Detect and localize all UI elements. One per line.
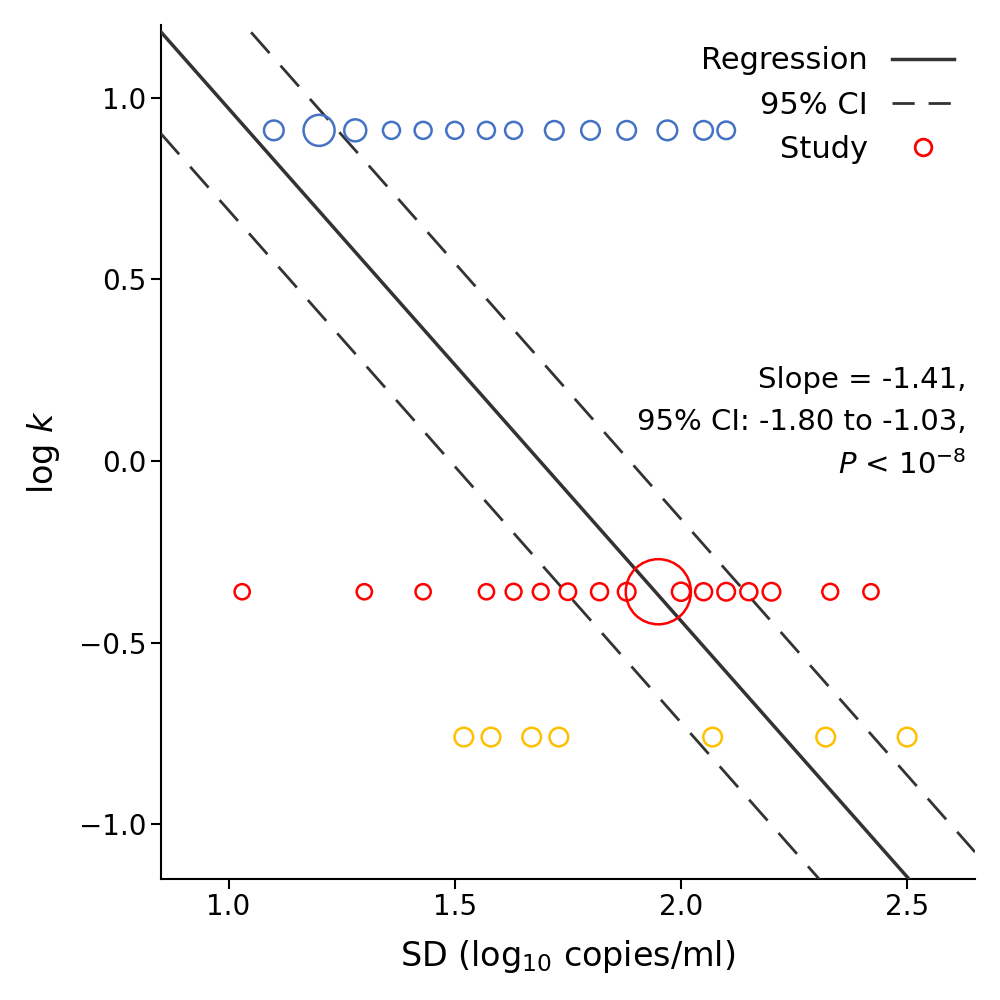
Point (356, 584, 372, 600)
Point (456, 729, 472, 745)
Point (546, 122, 562, 138)
Point (741, 584, 757, 600)
X-axis label: SD (log$_{10}$ copies/ml): SD (log$_{10}$ copies/ml) (400, 938, 736, 975)
Point (619, 584, 635, 600)
Point (234, 584, 250, 600)
Point (659, 122, 675, 138)
Point (863, 584, 879, 600)
Point (415, 122, 431, 138)
Point (560, 584, 576, 600)
Point (650, 584, 666, 600)
Point (899, 729, 915, 745)
Point (506, 584, 522, 600)
Point (696, 584, 712, 600)
Point (447, 122, 463, 138)
Point (347, 122, 363, 138)
Point (718, 122, 734, 138)
Point (763, 584, 779, 600)
Point (822, 584, 838, 600)
Text: Slope = -1.41,
95% CI: -1.80 to -1.03,
$P$ < 10$^{-8}$: Slope = -1.41, 95% CI: -1.80 to -1.03, $… (637, 366, 967, 480)
Point (483, 729, 499, 745)
Point (592, 584, 608, 600)
Point (551, 729, 567, 745)
Legend: Regression, 95% CI, Study: Regression, 95% CI, Study (689, 34, 966, 176)
Point (266, 122, 282, 138)
Point (705, 729, 721, 745)
Point (311, 122, 327, 138)
Point (478, 122, 494, 138)
Point (818, 729, 834, 745)
Point (619, 122, 635, 138)
Point (383, 122, 399, 138)
Point (524, 729, 540, 745)
Point (673, 584, 689, 600)
Point (506, 122, 522, 138)
Point (696, 122, 712, 138)
Point (718, 584, 734, 600)
Point (415, 584, 431, 600)
Y-axis label: log $k$: log $k$ (25, 410, 62, 494)
Point (533, 584, 549, 600)
Point (582, 122, 598, 138)
Point (478, 584, 494, 600)
